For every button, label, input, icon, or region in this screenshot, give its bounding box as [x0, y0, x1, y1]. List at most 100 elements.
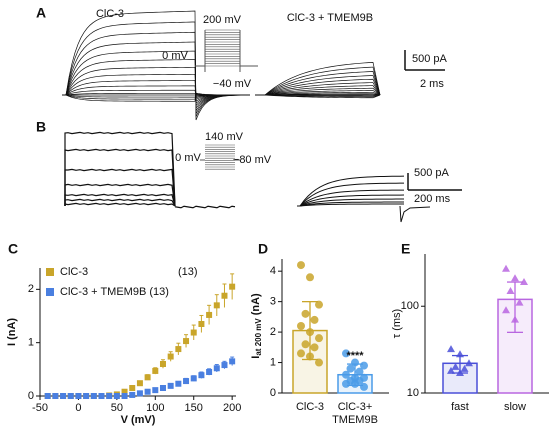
label-sub: at 200 mV	[254, 318, 263, 356]
trace	[255, 71, 381, 96]
trace	[64, 193, 176, 207]
marker	[206, 311, 213, 318]
x-tick-label: ClC-3	[295, 401, 325, 413]
marker	[159, 361, 166, 367]
point	[360, 361, 368, 370]
x-tick-label: 50	[111, 402, 123, 414]
trace	[64, 202, 176, 207]
point	[465, 359, 473, 367]
point	[315, 300, 323, 309]
marker	[190, 375, 197, 382]
point	[306, 352, 314, 361]
x-tick-label: 100	[146, 402, 164, 414]
trace	[297, 175, 405, 207]
point	[297, 322, 305, 330]
marker	[90, 393, 97, 399]
marker	[129, 391, 136, 398]
x-tick-label: slow	[503, 401, 526, 413]
marker	[175, 346, 182, 353]
point	[310, 343, 319, 352]
trace	[64, 168, 176, 207]
y-tick-label: 1	[270, 356, 276, 368]
point	[306, 273, 314, 282]
point	[301, 309, 310, 318]
marker	[213, 302, 220, 309]
point	[511, 315, 519, 323]
marker	[183, 378, 190, 385]
marker	[229, 283, 236, 290]
point	[447, 366, 455, 374]
x-tick-label: fast	[451, 401, 469, 413]
marker	[175, 380, 182, 387]
marker	[129, 385, 136, 391]
annotation: ****	[346, 350, 364, 362]
step-label: 200 mV	[203, 14, 242, 26]
point	[502, 306, 510, 314]
y-tick-label: 3	[270, 296, 276, 308]
y-tick-label: 1	[28, 337, 34, 349]
marker	[144, 374, 151, 381]
step-label: −40 mV	[213, 78, 252, 90]
trace	[255, 61, 381, 96]
point	[310, 315, 319, 324]
marker	[44, 393, 51, 399]
y-axis-label: I (nA)	[6, 318, 18, 346]
y-tick-label: 4	[270, 265, 276, 277]
point	[342, 370, 350, 379]
y-tick-label: 0	[28, 390, 34, 402]
point	[360, 382, 368, 391]
point	[451, 362, 460, 370]
point	[511, 274, 519, 282]
trace	[64, 183, 176, 207]
legend-label: ClC-3 + TMEM9B (13)	[60, 286, 169, 298]
marker	[152, 387, 159, 394]
panel-label: D	[258, 241, 268, 257]
point	[355, 367, 364, 376]
point	[346, 364, 355, 373]
scale-label: 500 pA	[412, 53, 448, 65]
marker	[75, 393, 82, 399]
legend-swatch	[46, 288, 54, 296]
marker	[221, 362, 228, 369]
trace	[255, 94, 381, 99]
y-axis-label: Iat 200 mV (nA)	[250, 293, 263, 359]
point	[456, 369, 464, 377]
point	[315, 358, 323, 367]
marker	[121, 388, 128, 395]
marker	[113, 393, 120, 399]
step-label: 140 mV	[205, 131, 244, 143]
trace	[255, 85, 381, 96]
trace	[174, 205, 236, 209]
legend-swatch	[46, 268, 54, 276]
point	[306, 328, 314, 337]
trace	[297, 198, 405, 207]
trace	[255, 78, 381, 96]
point	[297, 261, 305, 270]
trace	[64, 148, 176, 207]
trace	[64, 131, 176, 207]
label-unit: (nA)	[250, 293, 262, 315]
marker	[152, 367, 159, 374]
x-tick-label: 150	[185, 402, 203, 414]
y-axis-label: τ (ms)	[391, 309, 403, 338]
point	[515, 298, 524, 306]
x-tick-label: -50	[32, 402, 48, 414]
point	[456, 350, 464, 358]
marker	[190, 329, 197, 336]
y-tick-label: 10	[407, 387, 419, 399]
panel-label: B	[36, 119, 46, 135]
panel-label: A	[36, 5, 46, 21]
marker	[229, 358, 236, 365]
point	[297, 349, 305, 358]
trace	[62, 10, 251, 121]
marker	[83, 393, 90, 399]
y-tick-label: 2	[28, 283, 34, 295]
y-tick-label: 2	[270, 326, 276, 338]
marker	[106, 393, 113, 399]
point	[520, 278, 528, 286]
marker	[167, 382, 174, 389]
point	[506, 286, 515, 294]
marker	[198, 321, 205, 327]
marker	[136, 380, 143, 387]
scale-label: 2 ms	[420, 78, 444, 90]
